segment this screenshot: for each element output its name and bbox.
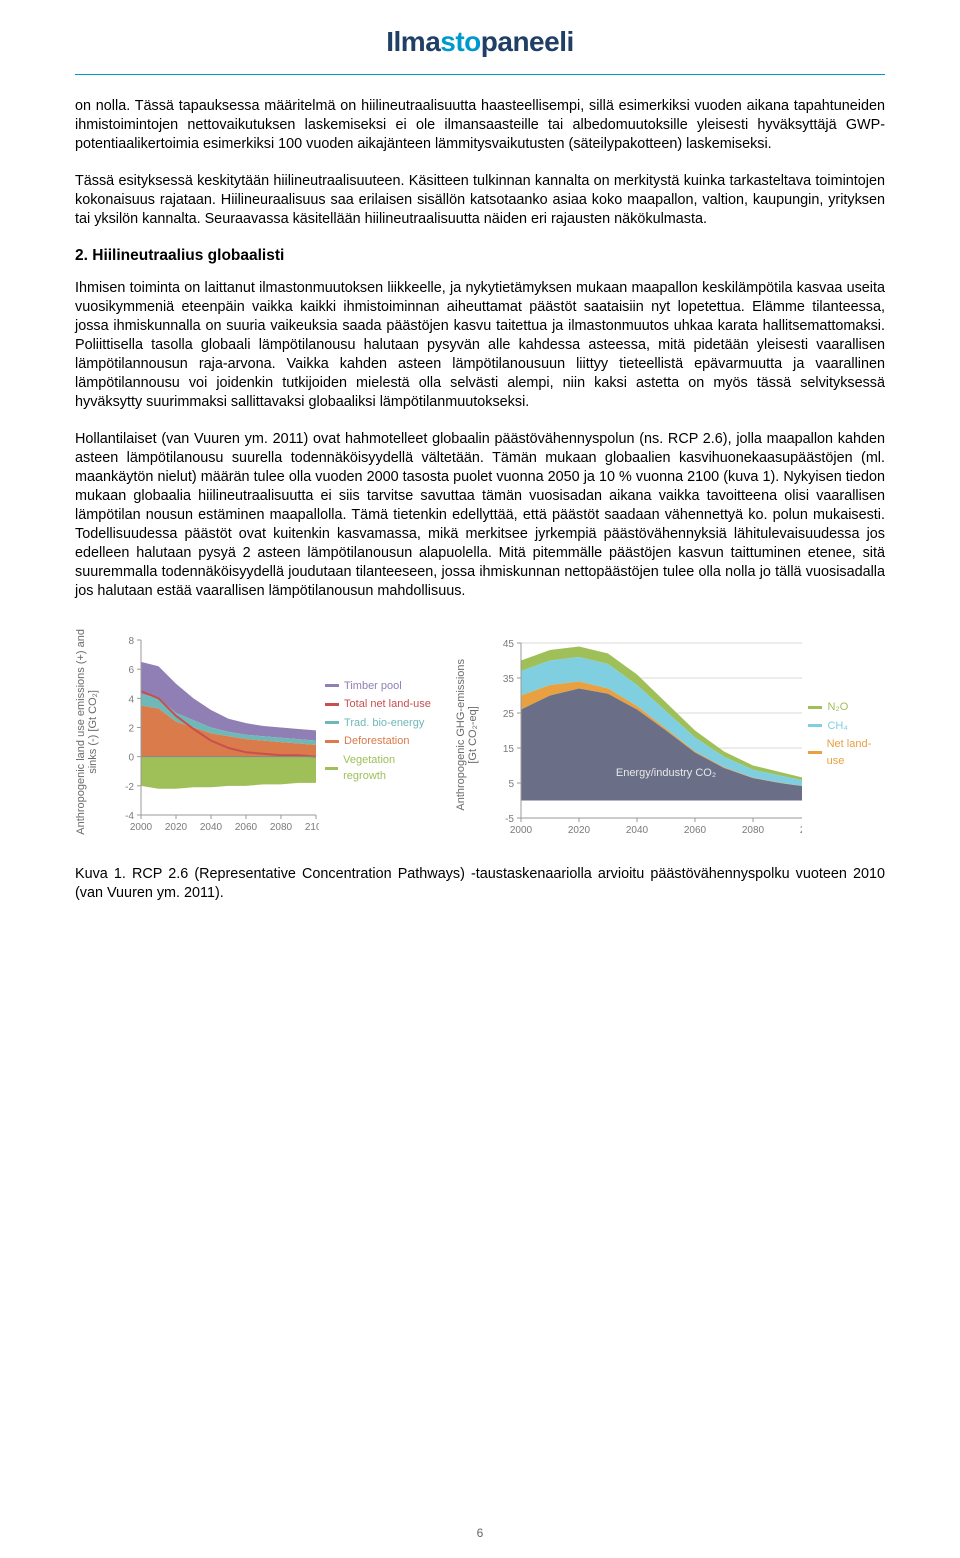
legend-swatch [325,767,338,770]
chart-1: -4 -2 0 2 4 6 8 2000 2020 2040 2060 2080 2100 [103,632,319,832]
heading-number: 2. [75,247,88,264]
legend-swatch [325,721,339,724]
svg-text:2080: 2080 [270,822,293,832]
svg-text:35: 35 [503,674,515,685]
svg-text:5: 5 [508,779,514,790]
legend-label: Trad. bio-energy [344,715,424,732]
header-rule [75,74,885,75]
svg-text:2040: 2040 [626,825,649,835]
charts-row: Anthropogenic land use emissions (+) and… [75,629,885,835]
svg-text:6: 6 [128,665,134,676]
svg-text:-5: -5 [505,814,514,825]
legend-label: CH₄ [827,718,847,735]
header-logo: Ilmastopaneeli [75,0,885,58]
figure-caption: Kuva 1. RCP 2.6 (Representative Concentr… [75,865,885,903]
legend-item: Total net land-use [325,696,435,713]
svg-text:2000: 2000 [130,822,153,832]
chart-2-legend: N₂O CH₄Net land-use [808,699,885,771]
legend-swatch [808,751,821,754]
svg-text:-2: -2 [125,782,134,793]
svg-text:2100: 2100 [305,822,319,832]
svg-text:2060: 2060 [684,825,707,835]
chart-1-ylabel: Anthropogenic land use emissions (+) and… [75,629,99,835]
chart-2: -5 5 15 25 35 45 2000 2020 2040 2060 2080 2100 Energ… [483,635,803,835]
svg-text:15: 15 [503,744,515,755]
logo-part2: sto [440,26,481,57]
page-number: 6 [0,1526,960,1540]
chart-1-legend: Timber poolTotal net land-use Trad. bio-e… [325,678,435,787]
legend-swatch [808,706,822,709]
svg-text:Energy/industry CO₂: Energy/industry CO₂ [616,767,716,779]
svg-text:2100: 2100 [800,825,803,835]
legend-item: Timber pool [325,678,435,695]
legend-swatch [325,684,339,687]
legend-item: CH₄ [808,718,885,735]
chart-2-wrap: Anthropogenic GHG-emissions [Gt CO₂-eq] … [455,635,885,835]
paragraph-1: on nolla. Tässä tapauksessa määritelmä o… [75,97,885,154]
legend-label: Net land-use [827,736,885,769]
legend-label: Total net land-use [344,696,431,713]
svg-text:-4: -4 [125,811,134,822]
logo-part1: Ilma [386,26,440,57]
legend-swatch [808,724,822,727]
legend-item: Trad. bio-energy [325,715,435,732]
legend-item: Deforestation [325,733,435,750]
svg-text:2060: 2060 [235,822,258,832]
heading-text: Hiilineutraalius globaalisti [92,247,284,264]
paragraph-4: Hollantilaiset (van Vuuren ym. 2011) ova… [75,430,885,601]
svg-text:8: 8 [128,636,134,647]
section-heading: 2. Hiilineutraalius globaalisti [75,247,885,265]
legend-swatch [325,740,339,743]
legend-label: Timber pool [344,678,402,695]
svg-text:2080: 2080 [742,825,765,835]
paragraph-2: Tässä esityksessä keskitytään hiilineutr… [75,172,885,229]
svg-text:2000: 2000 [510,825,533,835]
legend-label: Vegetation regrowth [343,752,435,785]
legend-item: N₂O [808,699,885,716]
legend-label: Deforestation [344,733,409,750]
legend-label: N₂O [827,699,848,716]
logo-part3: paneeli [481,26,574,57]
legend-item: Net land-use [808,736,885,769]
chart-2-ylabel: Anthropogenic GHG-emissions [Gt CO₂-eq] [455,659,479,811]
legend-swatch [325,703,339,706]
svg-text:25: 25 [503,709,515,720]
svg-text:2020: 2020 [568,825,591,835]
chart-1-wrap: Anthropogenic land use emissions (+) and… [75,629,435,835]
svg-text:45: 45 [503,639,515,650]
svg-text:2: 2 [128,724,134,735]
paragraph-3: Ihmisen toiminta on laittanut ilmastonmu… [75,279,885,412]
legend-item: Vegetation regrowth [325,752,435,785]
svg-text:4: 4 [128,695,134,706]
svg-text:0: 0 [128,753,134,764]
svg-text:2040: 2040 [200,822,223,832]
svg-text:2020: 2020 [165,822,188,832]
